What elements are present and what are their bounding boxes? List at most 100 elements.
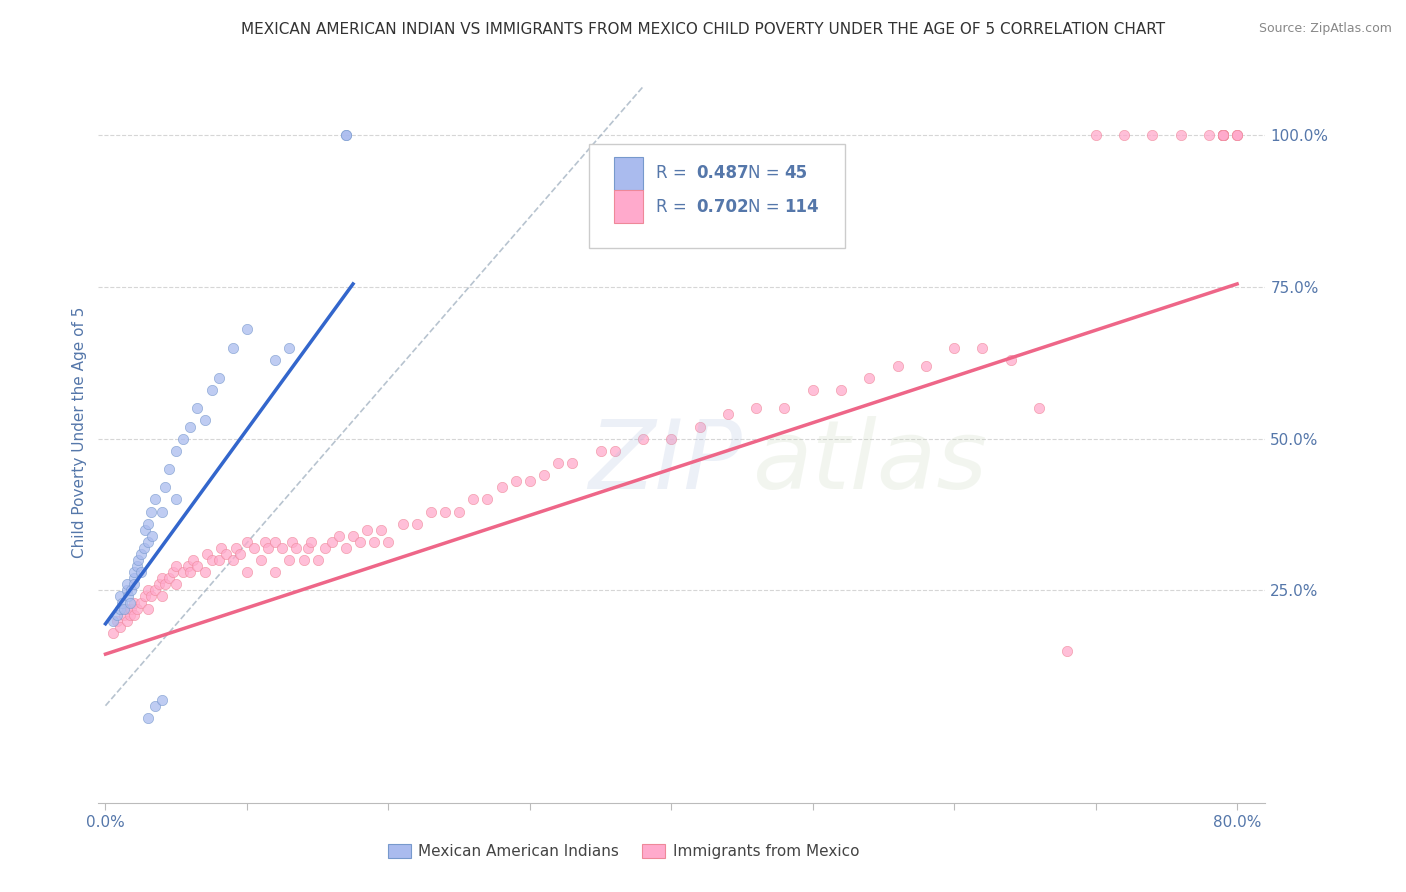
Point	[1056, 644, 1078, 658]
Point	[391, 516, 413, 531]
Point	[115, 614, 138, 628]
Point	[132, 541, 155, 555]
Point	[222, 341, 245, 355]
Point	[186, 559, 208, 574]
Point	[122, 595, 145, 609]
Point	[1198, 128, 1220, 143]
Point	[229, 547, 252, 561]
Point	[243, 541, 266, 555]
Point	[153, 480, 176, 494]
Point	[356, 523, 378, 537]
Point	[118, 607, 141, 622]
Point	[519, 474, 541, 488]
Point	[689, 419, 711, 434]
Point	[463, 492, 485, 507]
Point	[1212, 128, 1234, 143]
Point	[505, 474, 527, 488]
Point	[125, 601, 148, 615]
Point	[477, 492, 499, 507]
Point	[208, 371, 231, 385]
Text: ZIP: ZIP	[589, 416, 742, 508]
Point	[342, 529, 364, 543]
Point	[179, 565, 201, 579]
Point	[117, 590, 139, 604]
Point	[172, 432, 194, 446]
Point	[122, 577, 145, 591]
Point	[150, 504, 173, 518]
Point	[122, 571, 145, 585]
Point	[370, 523, 392, 537]
Text: N =: N =	[748, 198, 786, 216]
Point	[136, 516, 159, 531]
Point	[122, 607, 145, 622]
Point	[264, 534, 287, 549]
Point	[215, 547, 238, 561]
Point	[236, 322, 259, 336]
Point	[1212, 128, 1234, 143]
Point	[1212, 128, 1234, 143]
Point	[328, 529, 350, 543]
Text: R =: R =	[657, 164, 692, 183]
Point	[143, 698, 166, 713]
Point	[1212, 128, 1234, 143]
Point	[250, 553, 273, 567]
Point	[264, 565, 287, 579]
Point	[236, 534, 259, 549]
Point	[1226, 128, 1249, 143]
Point	[122, 565, 145, 579]
Point	[112, 607, 135, 622]
Point	[271, 541, 294, 555]
Point	[193, 565, 215, 579]
Point	[111, 595, 134, 609]
Point	[150, 692, 173, 706]
Point	[181, 553, 204, 567]
Point	[165, 559, 187, 574]
Point	[278, 553, 301, 567]
Point	[1028, 401, 1050, 416]
Point	[1212, 128, 1234, 143]
Point	[211, 541, 233, 555]
Text: Source: ZipAtlas.com: Source: ZipAtlas.com	[1258, 22, 1392, 36]
Point	[297, 541, 319, 555]
Point	[1212, 128, 1234, 143]
Point	[335, 541, 357, 555]
Point	[153, 577, 176, 591]
Point	[136, 583, 159, 598]
Point	[150, 571, 173, 585]
Point	[254, 534, 277, 549]
Text: 0.487: 0.487	[696, 164, 748, 183]
Point	[264, 352, 287, 367]
Point	[186, 401, 208, 416]
Point	[745, 401, 768, 416]
Point	[972, 341, 994, 355]
Point	[129, 595, 152, 609]
Point	[419, 504, 441, 518]
Legend: Mexican American Indians, Immigrants from Mexico: Mexican American Indians, Immigrants fro…	[382, 838, 865, 865]
Point	[858, 371, 880, 385]
Point	[129, 565, 152, 579]
Point	[134, 590, 156, 604]
Point	[943, 341, 966, 355]
Text: atlas: atlas	[752, 416, 987, 508]
Point	[915, 359, 938, 373]
Text: 114: 114	[785, 198, 820, 216]
Point	[101, 614, 124, 628]
FancyBboxPatch shape	[589, 144, 845, 247]
Point	[561, 456, 583, 470]
Point	[193, 413, 215, 427]
Y-axis label: Child Poverty Under the Age of 5: Child Poverty Under the Age of 5	[72, 307, 87, 558]
Text: MEXICAN AMERICAN INDIAN VS IMMIGRANTS FROM MEXICO CHILD POVERTY UNDER THE AGE OF: MEXICAN AMERICAN INDIAN VS IMMIGRANTS FR…	[240, 22, 1166, 37]
Point	[236, 565, 259, 579]
Point	[134, 523, 156, 537]
Point	[101, 626, 124, 640]
Point	[292, 553, 315, 567]
Point	[433, 504, 456, 518]
Point	[148, 577, 170, 591]
Point	[108, 620, 131, 634]
Point	[1226, 128, 1249, 143]
Point	[112, 601, 135, 615]
Point	[165, 492, 187, 507]
Point	[363, 534, 385, 549]
Text: R =: R =	[657, 198, 692, 216]
Point	[120, 601, 142, 615]
